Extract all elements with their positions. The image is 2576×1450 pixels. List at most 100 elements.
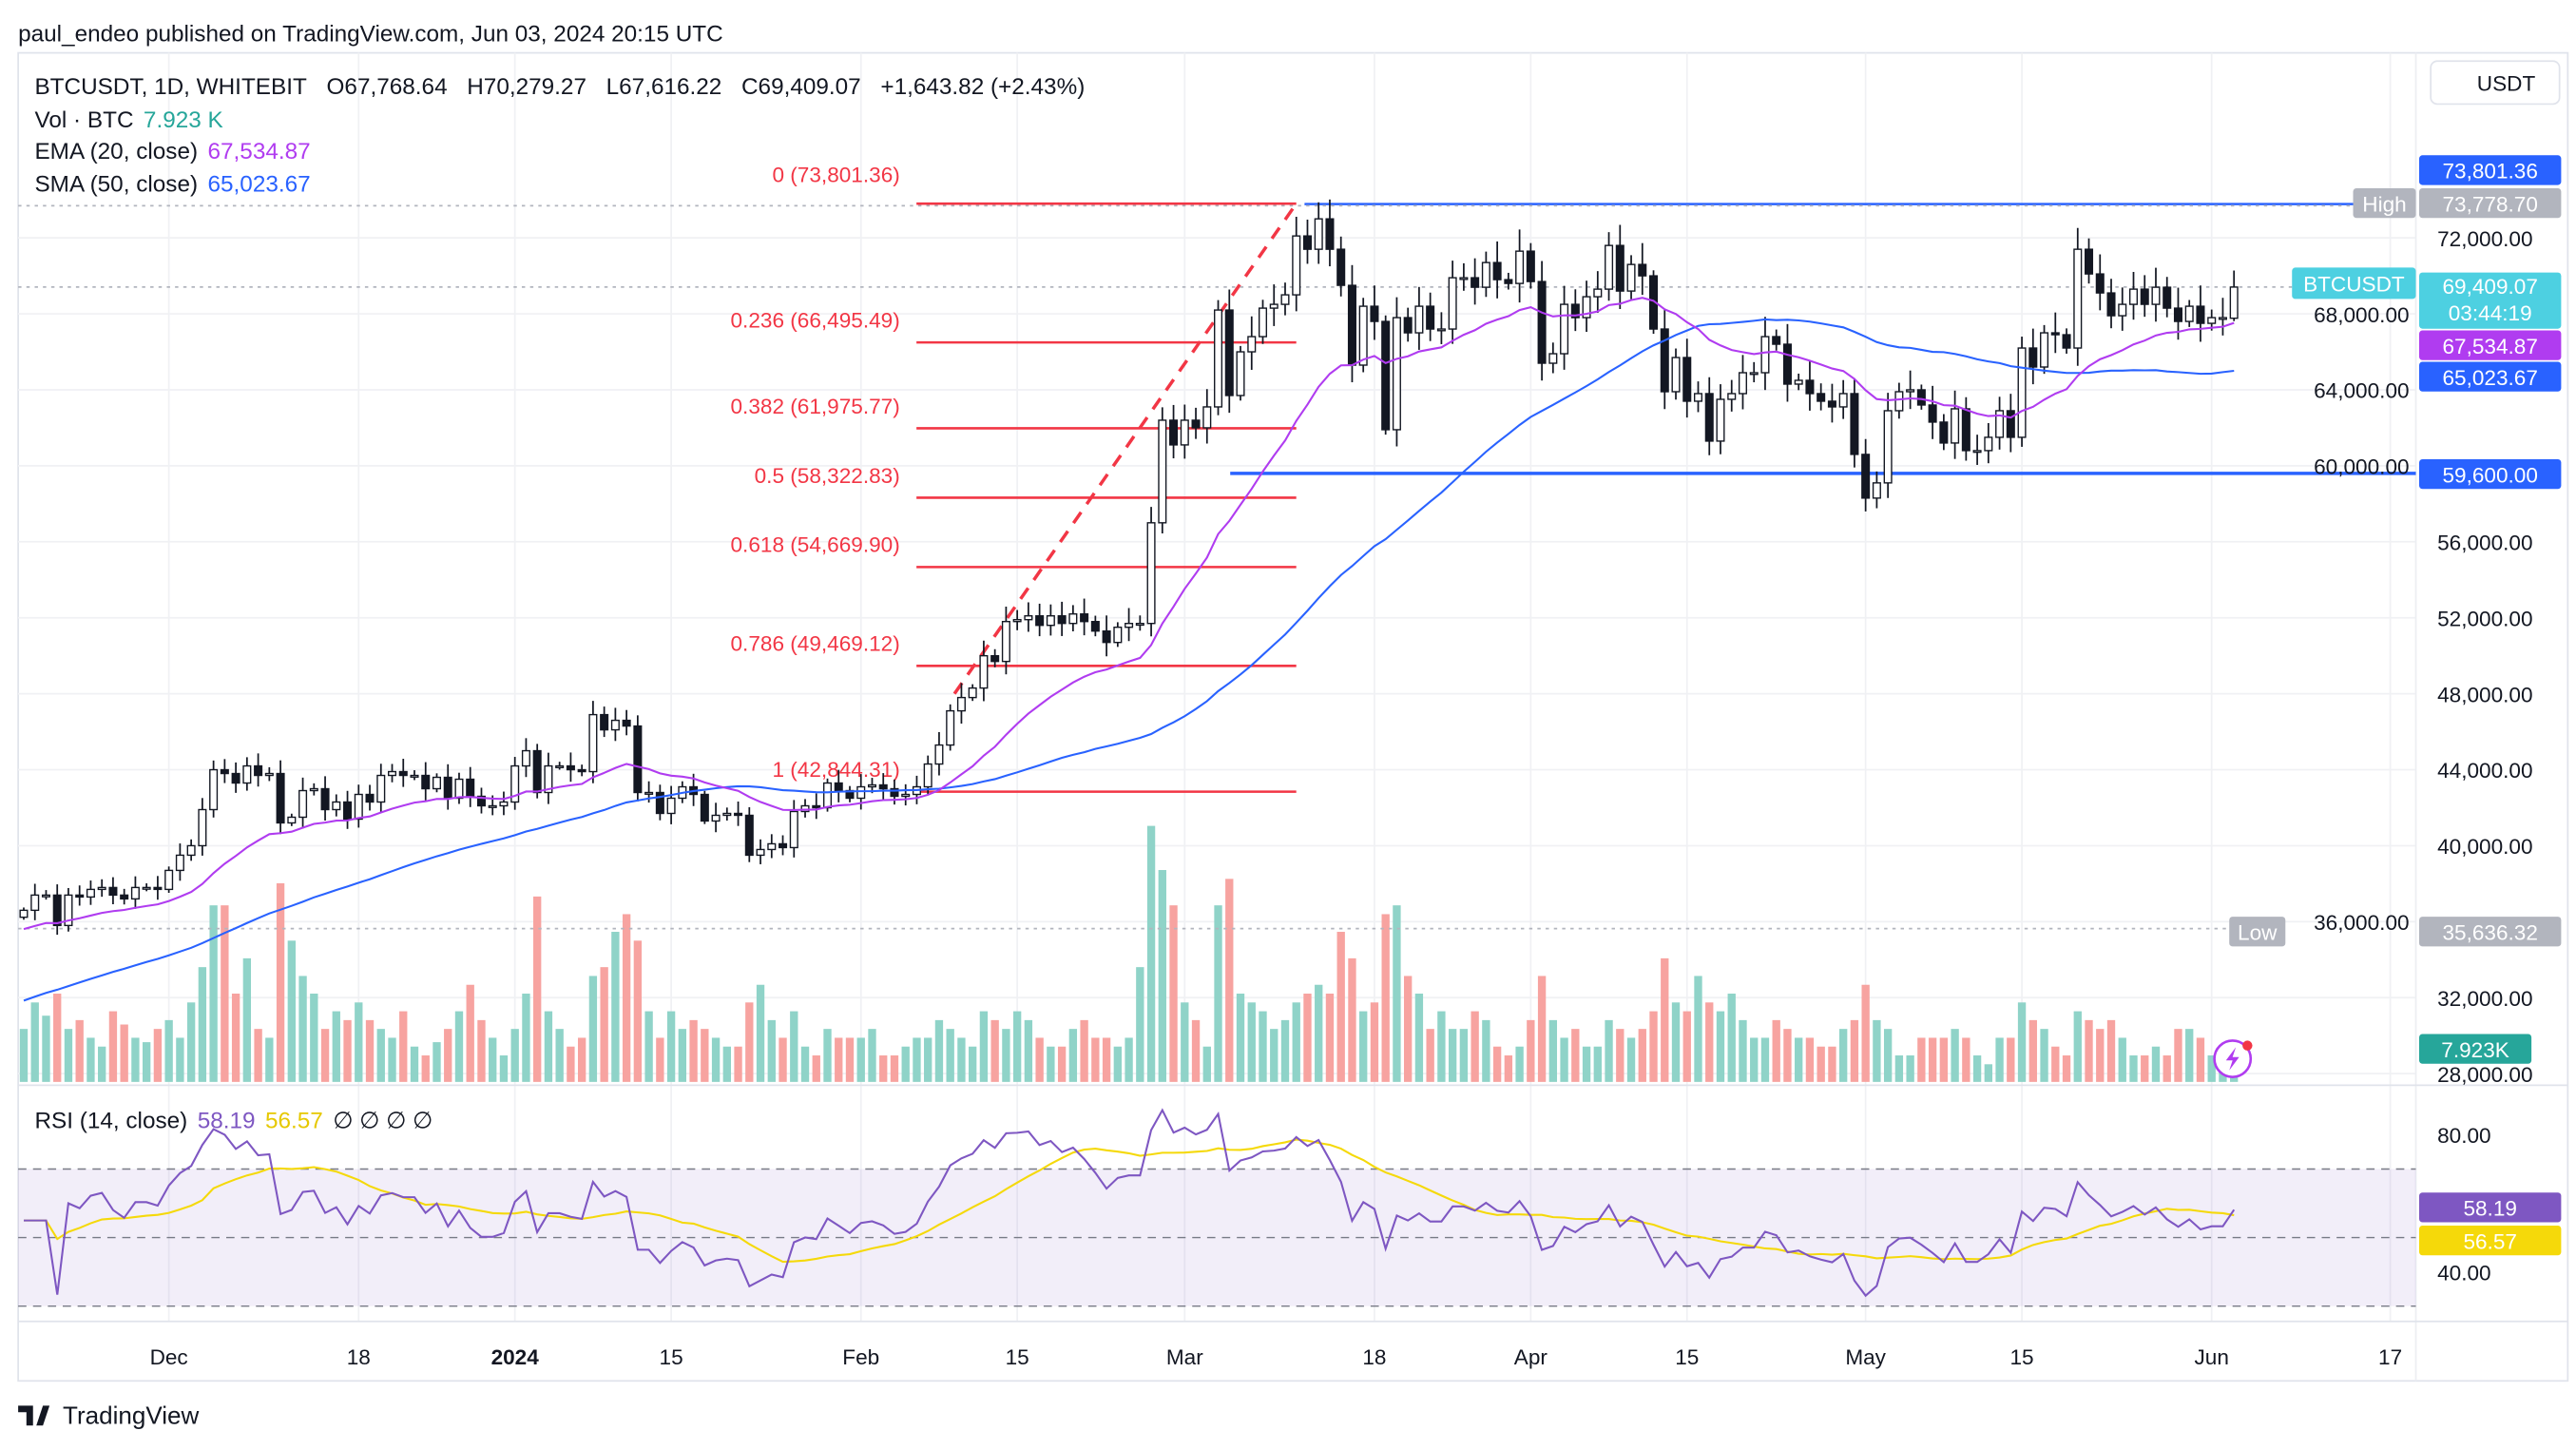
candle[interactable] (86, 880, 95, 905)
candle[interactable] (108, 877, 118, 905)
candle[interactable] (1125, 608, 1134, 642)
candle[interactable] (1537, 261, 1547, 381)
candle[interactable] (1247, 316, 1257, 370)
candle[interactable] (1738, 355, 1747, 410)
time-axis-label[interactable]: Dec (150, 1345, 188, 1369)
candle[interactable] (1302, 219, 1312, 264)
candle[interactable] (1191, 407, 1201, 439)
candle[interactable] (398, 759, 408, 787)
candle[interactable] (1336, 236, 1346, 297)
candle[interactable] (744, 806, 754, 862)
candle[interactable] (242, 757, 252, 791)
candle[interactable] (1035, 603, 1045, 637)
candle[interactable] (153, 876, 163, 900)
candle[interactable] (1560, 285, 1569, 370)
candle[interactable] (1146, 507, 1156, 637)
candle[interactable] (231, 762, 240, 793)
candle[interactable] (1012, 609, 1022, 630)
candle[interactable] (387, 764, 397, 783)
candle[interactable] (1024, 602, 1033, 632)
candle[interactable] (834, 769, 843, 802)
candle[interactable] (443, 764, 452, 810)
candle[interactable] (1158, 407, 1167, 533)
candle[interactable] (1269, 284, 1278, 326)
candle[interactable] (622, 709, 631, 736)
candle[interactable] (1951, 390, 1960, 459)
candle[interactable] (1782, 323, 1792, 402)
candle[interactable] (1492, 241, 1502, 299)
candle[interactable] (1325, 199, 1335, 267)
candle[interactable] (734, 802, 743, 826)
candle[interactable] (610, 707, 620, 742)
candle[interactable] (1961, 396, 1970, 461)
candle[interactable] (1280, 282, 1290, 316)
candle[interactable] (164, 866, 174, 893)
candle[interactable] (97, 879, 106, 898)
ema-label[interactable]: EMA (20, close) (34, 139, 198, 164)
candle[interactable] (1570, 289, 1580, 332)
candle[interactable] (1749, 361, 1759, 383)
candle[interactable] (1414, 286, 1424, 350)
candle[interactable] (309, 783, 318, 796)
candle[interactable] (1090, 615, 1100, 637)
candle[interactable] (1080, 598, 1089, 636)
legend-symbol[interactable]: BTCUSDT, 1D, WHITEBIT (34, 74, 307, 100)
candle[interactable] (779, 835, 788, 856)
time-axis-label[interactable]: Jun (2194, 1345, 2228, 1369)
candle[interactable] (1169, 404, 1179, 459)
candle[interactable] (1526, 242, 1535, 289)
candle[interactable] (2196, 285, 2205, 342)
candle[interactable] (1906, 370, 1915, 410)
candle[interactable] (1180, 404, 1189, 459)
candle[interactable] (990, 648, 1000, 667)
sma-label[interactable]: SMA (50, close) (34, 172, 198, 198)
candle[interactable] (1704, 377, 1714, 455)
candle[interactable] (320, 776, 330, 822)
candle[interactable] (130, 876, 140, 909)
time-axis-label[interactable]: 15 (2010, 1345, 2034, 1369)
candle[interactable] (1861, 438, 1871, 512)
candle[interactable] (1872, 471, 1881, 509)
candle[interactable] (254, 753, 263, 787)
candle[interactable] (1135, 615, 1144, 631)
candle[interactable] (946, 704, 955, 751)
candle[interactable] (332, 794, 341, 817)
candle[interactable] (588, 701, 598, 783)
candle[interactable] (722, 807, 732, 822)
candle[interactable] (1984, 422, 1993, 464)
candle[interactable] (64, 887, 73, 932)
candle[interactable] (1827, 383, 1836, 423)
candle[interactable] (343, 790, 353, 829)
candle[interactable] (1068, 605, 1078, 631)
candle[interactable] (2163, 277, 2172, 318)
candle[interactable] (2106, 279, 2116, 329)
candle[interactable] (1660, 308, 1669, 410)
candle[interactable] (186, 839, 196, 861)
candle[interactable] (2128, 271, 2139, 320)
candle[interactable] (376, 764, 386, 813)
candle[interactable] (1972, 435, 1982, 465)
candle[interactable] (566, 752, 575, 783)
candle[interactable] (1236, 345, 1245, 401)
candle[interactable] (454, 772, 464, 804)
candle[interactable] (52, 884, 62, 936)
candle[interactable] (499, 791, 509, 816)
time-axis-label[interactable]: 17 (2378, 1345, 2402, 1369)
candle[interactable] (800, 799, 810, 818)
candle[interactable] (1894, 382, 1904, 419)
candle[interactable] (1916, 384, 1926, 410)
candle[interactable] (1426, 292, 1435, 341)
candle[interactable] (666, 785, 676, 824)
candle[interactable] (1515, 229, 1525, 303)
candle[interactable] (30, 883, 40, 920)
candle[interactable] (2028, 328, 2038, 385)
candle[interactable] (1727, 379, 1737, 412)
candle[interactable] (1459, 262, 1469, 291)
time-axis-label[interactable]: Feb (842, 1345, 879, 1369)
candle[interactable] (521, 738, 530, 778)
time-axis-label[interactable]: 15 (1006, 1345, 1029, 1369)
candle[interactable] (1258, 300, 1268, 344)
candle[interactable] (1471, 258, 1480, 305)
candle[interactable] (577, 764, 586, 777)
candle[interactable] (476, 787, 486, 814)
